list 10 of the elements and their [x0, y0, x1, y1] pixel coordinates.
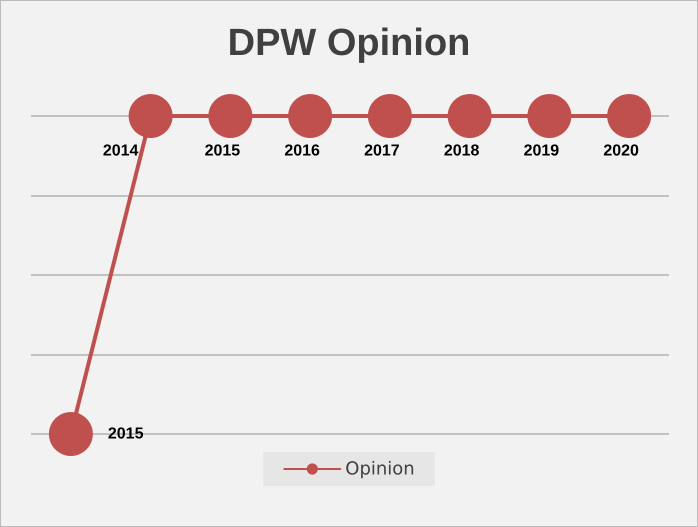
annotation: 2016 [284, 142, 320, 160]
annotation: 2019 [524, 142, 560, 160]
annotation: 2018 [444, 142, 480, 160]
annotation: 2015 [204, 142, 240, 160]
annotation: 2015 [108, 426, 144, 442]
legend-label: Opinion [345, 458, 415, 480]
annotation: 2017 [364, 142, 400, 160]
annotation: 2014 [102, 142, 139, 160]
annotation: 2020 [603, 142, 640, 160]
chart-title: DPW Opinion [228, 22, 470, 64]
